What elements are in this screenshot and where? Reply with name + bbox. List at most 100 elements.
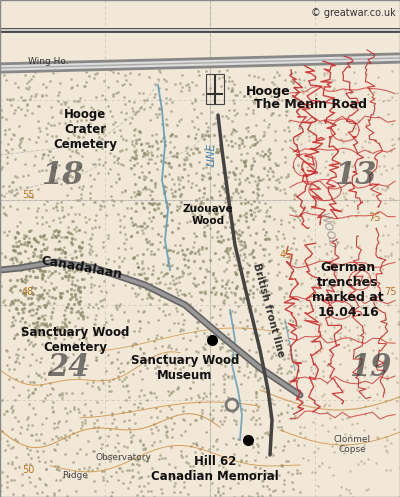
Point	[78, 102, 84, 110]
Point	[238, 139, 245, 147]
Point	[32, 273, 39, 281]
Point	[178, 173, 185, 181]
Point	[38, 319, 45, 327]
Point	[296, 75, 302, 83]
Point	[134, 460, 141, 468]
Point	[148, 389, 154, 397]
Text: Wing Ho.: Wing Ho.	[28, 58, 69, 67]
Point	[180, 269, 186, 277]
Point	[221, 362, 228, 370]
Point	[312, 115, 318, 123]
Point	[326, 234, 332, 242]
Point	[39, 328, 45, 336]
Point	[58, 293, 64, 301]
Point	[179, 453, 185, 461]
Point	[396, 231, 400, 239]
Point	[0, 298, 6, 306]
Point	[254, 361, 260, 369]
Point	[374, 73, 381, 81]
Point	[228, 278, 235, 286]
Point	[61, 249, 68, 257]
Point	[39, 419, 45, 427]
Point	[97, 205, 103, 213]
Point	[256, 198, 262, 206]
Point	[332, 293, 339, 301]
Point	[95, 304, 101, 312]
Point	[214, 487, 221, 495]
Point	[76, 242, 82, 250]
Point	[180, 478, 187, 486]
Point	[33, 356, 39, 364]
Point	[214, 227, 221, 235]
Point	[244, 272, 250, 280]
Point	[48, 312, 54, 320]
Point	[26, 306, 33, 314]
Point	[226, 246, 232, 254]
Point	[10, 242, 16, 249]
Point	[176, 273, 182, 281]
Point	[39, 258, 45, 266]
Point	[224, 467, 230, 475]
Point	[43, 245, 49, 253]
Point	[102, 318, 109, 326]
Point	[300, 89, 306, 97]
Point	[320, 367, 326, 375]
Point	[13, 375, 19, 383]
Point	[124, 466, 130, 474]
Point	[71, 225, 77, 233]
Point	[53, 202, 60, 210]
Point	[64, 303, 71, 311]
Point	[288, 280, 294, 288]
Point	[83, 264, 90, 272]
Point	[86, 215, 92, 223]
Point	[59, 289, 65, 297]
Point	[72, 211, 78, 219]
Point	[165, 159, 171, 167]
Point	[61, 334, 68, 342]
Point	[250, 154, 256, 162]
Point	[57, 258, 63, 266]
Point	[250, 109, 256, 117]
Point	[118, 160, 124, 168]
Point	[162, 280, 168, 288]
Point	[193, 332, 199, 340]
Point	[156, 199, 162, 207]
Point	[283, 289, 289, 297]
Point	[59, 324, 66, 332]
Point	[387, 335, 393, 343]
Point	[214, 148, 221, 156]
Point	[221, 388, 227, 396]
Point	[228, 157, 234, 165]
Point	[249, 440, 256, 448]
Point	[99, 376, 106, 384]
Point	[260, 75, 266, 83]
Point	[240, 256, 246, 264]
Point	[223, 194, 229, 202]
Point	[146, 291, 152, 299]
Point	[195, 318, 201, 326]
Point	[78, 244, 84, 252]
Point	[257, 374, 264, 382]
Point	[76, 267, 83, 275]
Point	[18, 275, 24, 283]
Point	[185, 263, 191, 271]
Point	[127, 478, 134, 486]
Point	[111, 128, 117, 136]
Point	[58, 180, 64, 188]
Point	[388, 439, 394, 447]
Point	[133, 292, 140, 300]
Point	[255, 185, 261, 193]
Point	[83, 78, 90, 86]
Point	[47, 390, 53, 398]
Point	[340, 386, 346, 394]
Point	[75, 286, 81, 294]
Point	[329, 76, 335, 83]
Point	[80, 314, 87, 322]
Point	[48, 457, 54, 465]
Point	[76, 408, 82, 415]
Point	[237, 231, 244, 239]
Point	[320, 69, 327, 77]
Point	[247, 143, 253, 151]
Point	[39, 272, 45, 280]
Point	[254, 181, 260, 189]
